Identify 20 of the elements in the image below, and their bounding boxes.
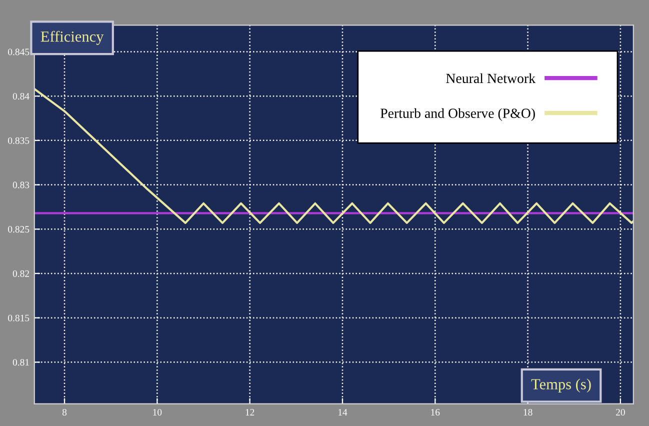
x-tick-label: 16 — [431, 409, 440, 416]
line-series — [34, 88, 634, 224]
y-axis-title: Efficiency — [40, 30, 104, 45]
y-tick-label: 0.815 — [8, 314, 30, 322]
x-tick-label: 18 — [524, 408, 532, 416]
legend-label: Perturb and Observe (P&O) — [380, 108, 535, 121]
y-tick-label: 0.835 — [8, 137, 30, 144]
y-tick-label: 0.84 — [12, 92, 30, 100]
x-tick-label: 8 — [62, 408, 67, 416]
x-axis-title: Temps (s) — [531, 378, 591, 392]
legend-label: Neural Network — [446, 73, 536, 84]
x-tick-label: 10 — [153, 408, 162, 416]
y-tick-label: 0.825 — [8, 226, 30, 233]
x-tick-label: 12 — [246, 409, 254, 416]
y-tick-label: 0.83 — [12, 182, 30, 188]
y-tick-label: 0.81 — [12, 359, 29, 366]
x-tick-label: 14 — [338, 409, 348, 416]
y-tick-label: 0.845 — [8, 48, 30, 56]
y-tick-label: 0.82 — [12, 270, 29, 277]
x-tick-label: 20 — [616, 408, 625, 416]
